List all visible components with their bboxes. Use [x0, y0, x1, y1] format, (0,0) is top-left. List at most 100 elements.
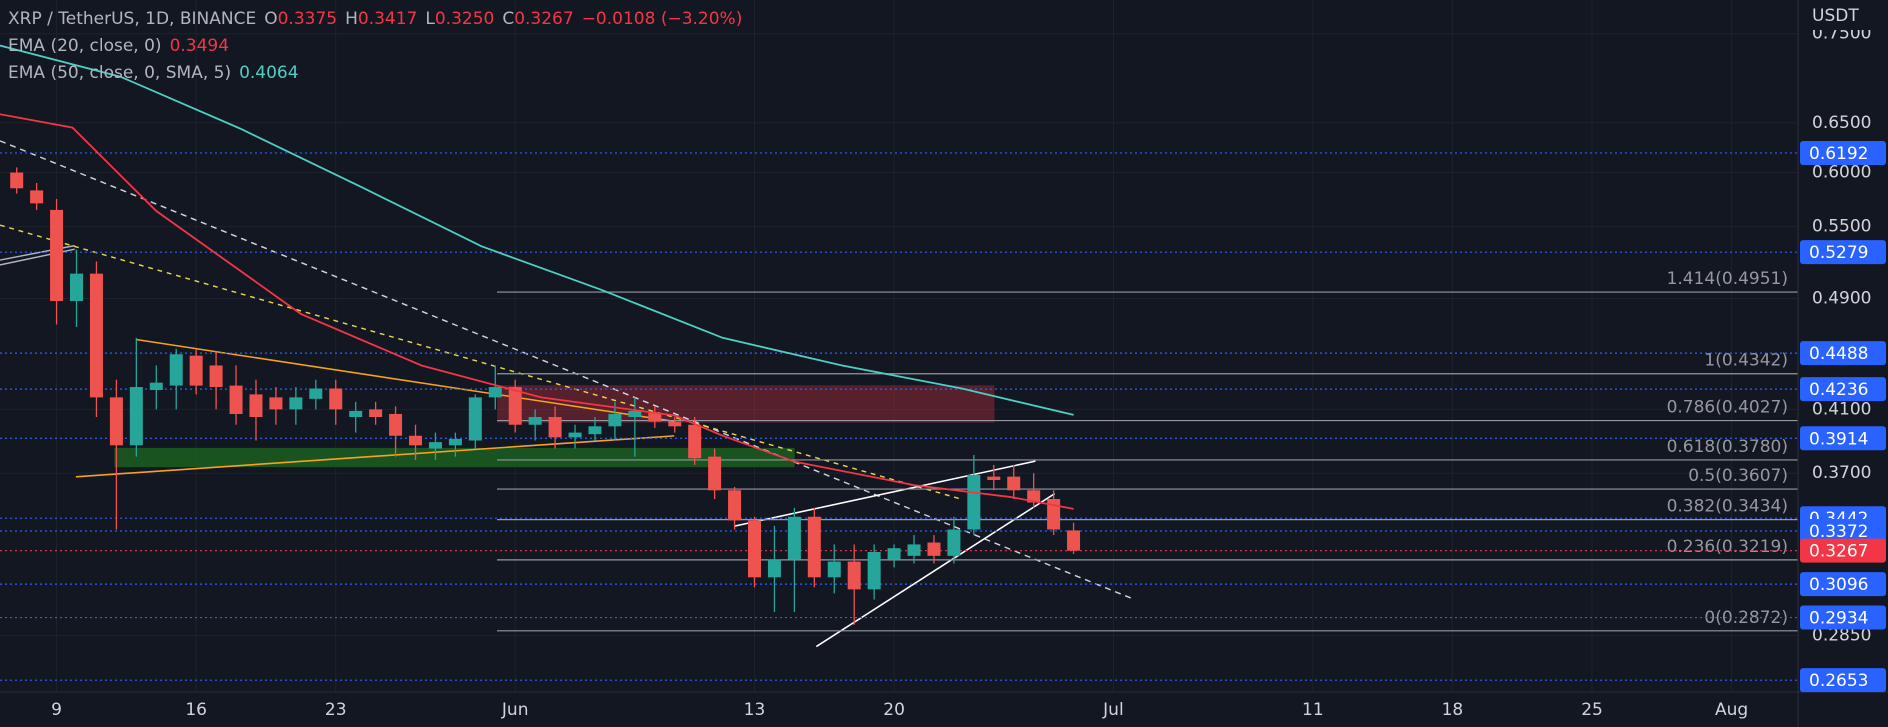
indicator-entry: EMA (20, close, 0) 0.3494: [8, 33, 742, 60]
candle-body: [89, 273, 103, 398]
fib-label: 0.786(0.4027): [1667, 398, 1788, 418]
candle-body: [728, 490, 742, 521]
axis-unit: USDT: [1812, 6, 1859, 26]
candle-body: [10, 172, 24, 189]
x-tick-label: Jun: [501, 700, 529, 720]
candle-body: [568, 432, 582, 438]
ohlc-key: C: [502, 9, 515, 29]
fib-label: 0.5(0.3607): [1688, 466, 1788, 486]
x-tick-label: Aug: [1715, 700, 1748, 720]
x-tick-label: 18: [1442, 700, 1464, 720]
candle-body: [767, 559, 781, 578]
candle-body: [1027, 490, 1041, 503]
price-badge-label: 0.6192: [1809, 144, 1868, 164]
candle-body: [987, 476, 1001, 481]
price-badge-label: 0.3914: [1809, 429, 1868, 449]
candle-body: [468, 397, 482, 441]
candle-body: [528, 417, 542, 425]
ohlc-key: H: [345, 9, 358, 29]
candle-body: [50, 209, 64, 302]
fib-label: 0.618(0.3780): [1667, 437, 1788, 457]
candle-body: [508, 387, 522, 425]
candle-body: [807, 516, 821, 578]
indicator-value: 0.4064: [239, 63, 299, 83]
candle-body: [847, 561, 861, 590]
x-tick-label: 23: [325, 700, 347, 720]
trend-line: [0, 140, 1133, 600]
y-tick-label: 0.5500: [1812, 217, 1871, 237]
candle-body: [189, 355, 203, 386]
y-tick-label: 0.4900: [1812, 289, 1871, 309]
candle-body: [548, 417, 562, 438]
candle-body: [389, 413, 403, 436]
price-badge-label: 0.3096: [1809, 575, 1868, 595]
y-tick-label: 0.2850: [1812, 626, 1871, 646]
ohlc-value: 0.3375: [277, 9, 338, 29]
price-badge-label: 0.2653: [1809, 671, 1868, 691]
symbol: XRP / TetherUS, 1D, BINANCE: [8, 9, 257, 29]
indicator-value: 0.3494: [169, 36, 230, 56]
unit-backdrop: [1800, 0, 1888, 30]
wedge-line: [734, 460, 1036, 527]
candle-body: [488, 387, 502, 398]
y-tick-label: 0.6000: [1812, 163, 1871, 183]
fib-label: 1.414(0.4951): [1667, 269, 1788, 289]
indicator-name: EMA (50, close, 0, SMA, 5): [8, 63, 232, 83]
legend: XRP / TetherUS, 1D, BINANCE O0.3375 H0.341…: [8, 6, 742, 87]
candle-body: [309, 388, 323, 399]
indicator-entry: EMA (50, close, 0, SMA, 5) 0.4064: [8, 60, 742, 87]
ohlc-key: L: [425, 9, 435, 29]
marks: [0, 44, 1081, 625]
candle-body: [169, 354, 183, 386]
x-tick-label: 20: [883, 700, 905, 720]
x-tick-label: 11: [1302, 700, 1324, 720]
header-row: XRP / TetherUS, 1D, BINANCE O0.3375 H0.341…: [8, 6, 742, 33]
candle-body: [927, 542, 941, 556]
x-tick-label: 25: [1581, 700, 1603, 720]
y-tick-label: 0.6500: [1812, 113, 1871, 133]
x-tick-label: 13: [744, 700, 766, 720]
candle-body: [149, 382, 163, 390]
price-badge: [1800, 240, 1886, 265]
candle-body: [129, 387, 143, 446]
price-badge: [1800, 140, 1886, 165]
price-badge: [1800, 341, 1886, 366]
price-badge: [1800, 538, 1886, 563]
candle-body: [967, 474, 981, 530]
candle-body: [369, 409, 383, 418]
candle-body: [907, 544, 921, 556]
candle-body: [289, 397, 303, 410]
levels: 1.414(0.4951) 1(0.4342) 0.786(0.4027) 0.618…: [0, 152, 1798, 681]
candle-body: [887, 548, 901, 560]
candle-body: [708, 456, 722, 491]
ohlc: O0.3375 H0.3417 L0.3250 C0.3267: [256, 9, 573, 29]
candle-body: [70, 273, 84, 302]
fib-label: 0.236(0.3219): [1667, 537, 1788, 557]
candle-body: [448, 438, 462, 446]
candle-body: [747, 520, 761, 578]
candle-body: [608, 413, 622, 427]
x-tick-label: 9: [51, 700, 62, 720]
price-badge-label: 0.3267: [1809, 542, 1868, 562]
fib-label: 0.382(0.3434): [1667, 497, 1788, 517]
ohlc-value: 0.3250: [434, 9, 495, 29]
candle-body: [1007, 476, 1021, 491]
trend-line: [0, 224, 964, 501]
price-badge-label: 0.2934: [1809, 609, 1868, 629]
candle-body: [229, 385, 243, 414]
candle-body: [668, 421, 682, 427]
supply-zone: [497, 385, 995, 423]
price-badge-label: 0.4488: [1809, 344, 1868, 364]
candle-body: [648, 412, 662, 422]
x-tick-label: Jul: [1102, 700, 1124, 720]
candle-body: [109, 397, 123, 446]
price-badge: [1800, 572, 1886, 597]
candle-body: [209, 365, 223, 388]
y-tick-label: 0.3700: [1812, 463, 1871, 483]
price-badge: [1800, 377, 1886, 402]
ohlc-value: 0.3417: [357, 9, 418, 29]
price-badge: [1800, 518, 1886, 543]
candle-body: [588, 426, 602, 435]
candle-body: [409, 435, 423, 446]
